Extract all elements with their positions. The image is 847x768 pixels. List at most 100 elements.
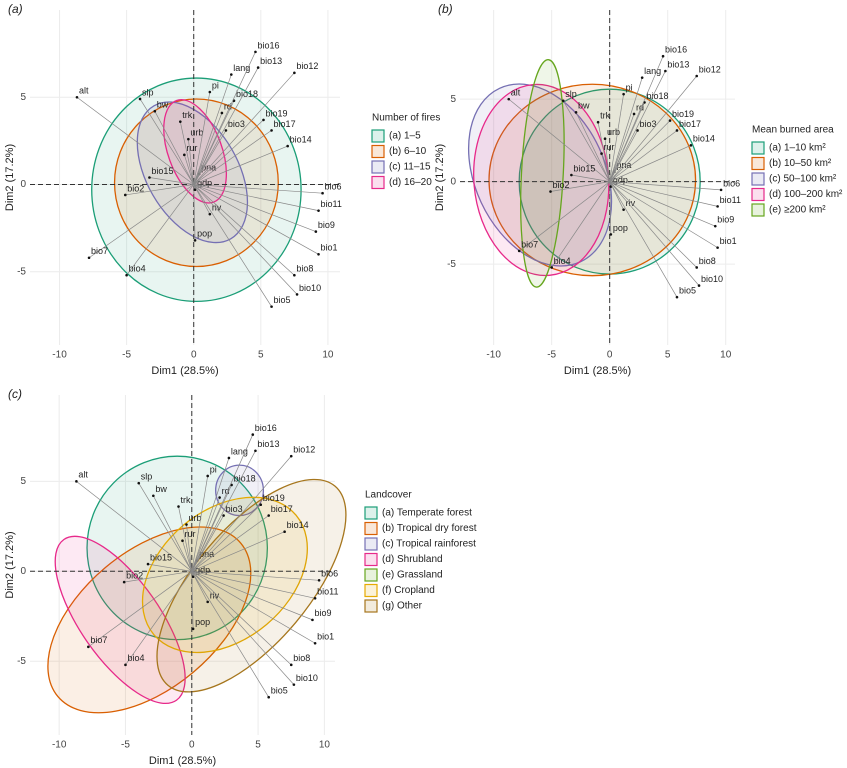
x-tick-label: -10 xyxy=(486,350,501,361)
loading-point xyxy=(622,208,625,211)
legend-label: (c) 11–15 xyxy=(389,162,431,173)
loading-label: bio11 xyxy=(720,195,741,205)
loading-point xyxy=(75,95,79,99)
legend-label: (a) 1–5 xyxy=(389,131,421,142)
loading-point xyxy=(293,71,296,75)
loading-arrow xyxy=(188,139,195,185)
legend-key xyxy=(751,156,765,171)
legend-label: (c) Tropical rainforest xyxy=(382,539,476,550)
loading-point xyxy=(262,118,265,122)
legend-key xyxy=(364,583,378,598)
loading-label: bio1 xyxy=(317,632,334,642)
loading-label: bio8 xyxy=(293,653,310,663)
loading-arrow xyxy=(191,475,209,572)
loading-label: alt xyxy=(79,86,89,96)
loading-label: bio12 xyxy=(293,445,315,455)
loading-arrow xyxy=(609,181,718,207)
legend-label: (d) 100–200 km² xyxy=(769,189,843,200)
loading-point xyxy=(292,683,296,686)
legend-key xyxy=(751,141,765,155)
loading-arrow xyxy=(609,181,697,268)
loading-label: pi xyxy=(212,80,219,90)
loading-label: bio14 xyxy=(290,134,312,144)
loading-label: urb xyxy=(188,513,201,523)
loading-label: riv xyxy=(626,198,636,208)
loading-point xyxy=(289,663,293,667)
loading-label: bio18 xyxy=(234,473,256,483)
loading-point xyxy=(697,284,701,287)
loading-label: bio12 xyxy=(296,61,318,71)
loading-arrow xyxy=(508,98,610,182)
loading-point xyxy=(254,50,257,54)
legend-label: (f) Cropland xyxy=(382,585,435,596)
loading-point xyxy=(208,212,212,216)
legend-key xyxy=(364,537,378,551)
loading-label: pi xyxy=(210,464,217,474)
loading-label: bio14 xyxy=(287,520,309,530)
y-tick-label: -5 xyxy=(17,656,26,667)
loading-arrow xyxy=(76,96,194,185)
loading-point xyxy=(289,454,293,458)
legend-label: (a) Temperate forest xyxy=(382,508,472,519)
x-tick-label: -10 xyxy=(52,740,67,751)
legend-label: (b) Tropical dry forest xyxy=(382,523,477,534)
loading-label: bio19 xyxy=(263,493,285,503)
legend-key xyxy=(364,599,378,613)
loading-point xyxy=(622,92,625,96)
loading-point xyxy=(222,514,225,517)
loading-label: bio9 xyxy=(318,220,335,230)
y-tick-label: 5 xyxy=(20,476,26,487)
loading-arrow xyxy=(193,184,323,194)
loading-label: bio5 xyxy=(274,295,291,305)
concentration-ellipse xyxy=(488,83,697,277)
legend-title: Mean burned area xyxy=(752,125,834,136)
loading-arrow xyxy=(609,94,624,182)
legend-label: (a) 1–10 km² xyxy=(769,143,826,154)
loading-point xyxy=(632,112,636,116)
loading-label: gdp xyxy=(195,565,210,575)
loading-label: bio17 xyxy=(679,119,701,129)
loading-label: bio3 xyxy=(640,119,657,129)
loading-label: pna xyxy=(616,160,631,170)
loading-arrow xyxy=(518,181,610,252)
loading-point xyxy=(286,144,289,148)
loading-arrow xyxy=(193,130,272,185)
loading-point xyxy=(689,144,693,147)
loading-arrow xyxy=(562,100,610,182)
loading-point xyxy=(191,627,195,631)
loading-point xyxy=(640,76,644,79)
x-tick-label: 5 xyxy=(255,740,261,751)
legend-key xyxy=(364,568,378,582)
loading-label: slp xyxy=(142,87,154,97)
loading-point xyxy=(311,618,314,622)
loading-point xyxy=(695,266,699,269)
x-tick-label: 5 xyxy=(665,350,671,361)
loading-label: riv xyxy=(212,203,222,213)
loading-point xyxy=(229,73,233,76)
loading-point xyxy=(713,224,717,228)
loading-point xyxy=(719,188,723,192)
loading-label: bio18 xyxy=(236,89,258,99)
loading-arrow xyxy=(551,181,610,268)
loading-arrow xyxy=(571,174,610,182)
loading-point xyxy=(181,539,184,543)
loading-label: riv xyxy=(210,590,220,600)
loading-point xyxy=(293,273,296,277)
loading-arrow xyxy=(193,119,264,185)
panel-title: (b) xyxy=(438,2,453,16)
loading-label: bio2 xyxy=(126,570,143,580)
loading-arrow xyxy=(193,184,211,215)
loading-label: bio16 xyxy=(665,45,687,55)
loading-label: lang xyxy=(233,63,250,73)
legend-label: (c) 50–100 km² xyxy=(769,174,837,185)
loading-label: bio10 xyxy=(296,673,318,683)
loading-arrow xyxy=(597,122,611,182)
loading-point xyxy=(87,256,91,260)
loading-point xyxy=(206,474,209,478)
loading-arrow xyxy=(609,181,612,235)
y-tick-label: -5 xyxy=(447,259,456,270)
loading-point xyxy=(227,456,231,460)
loading-label: bio18 xyxy=(646,91,668,101)
loading-arrow xyxy=(125,571,193,666)
loading-point xyxy=(191,575,195,578)
